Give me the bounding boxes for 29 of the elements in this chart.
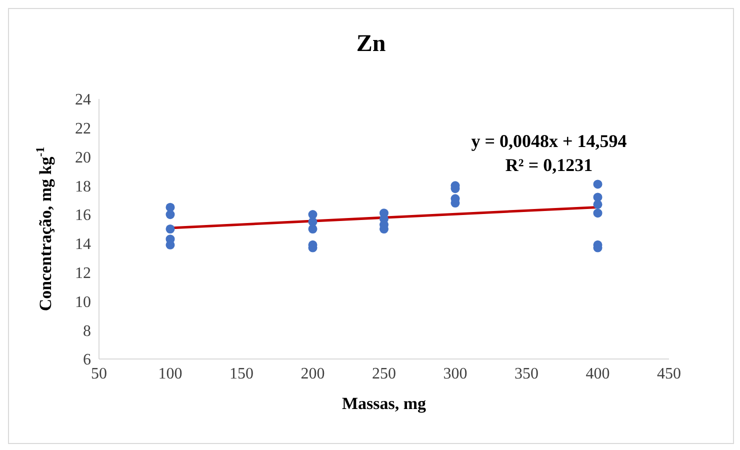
y-tick-label: 16 (75, 207, 91, 224)
x-axis-title: Massas, mg (342, 394, 427, 413)
x-tick-label: 100 (158, 365, 182, 382)
y-tick-label: 24 (75, 92, 91, 109)
x-tick-label: 250 (372, 365, 396, 382)
y-tick-label: 20 (75, 149, 91, 166)
x-tick-label: 450 (657, 365, 681, 382)
annotation: R² = 0,1231 (504, 154, 594, 177)
y-tick-label: 18 (75, 178, 91, 196)
point (593, 200, 602, 209)
x-tick-label: 200 (300, 365, 325, 382)
x-tick-label: 50 (91, 365, 107, 382)
chart-title: Zn (355, 31, 387, 58)
annotation: y = 0,0048x + 14,594 (470, 130, 628, 153)
point (166, 210, 175, 220)
y-tick-label: 6 (83, 352, 91, 369)
x-tick-label: 300 (443, 365, 468, 382)
x-tick-label: 400 (586, 365, 610, 382)
y-tick-label: 22 (75, 120, 91, 138)
y-tick-label: 10 (75, 294, 91, 311)
point (593, 208, 602, 218)
x-tick-label: 350 (514, 365, 538, 382)
y-tick-label: 8 (83, 322, 91, 340)
x-tick-label: 150 (230, 365, 254, 382)
point (308, 224, 318, 234)
y-tick-label: 14 (75, 236, 91, 254)
y-tick-label: 12 (75, 265, 91, 282)
point (166, 224, 175, 234)
point (593, 180, 602, 189)
